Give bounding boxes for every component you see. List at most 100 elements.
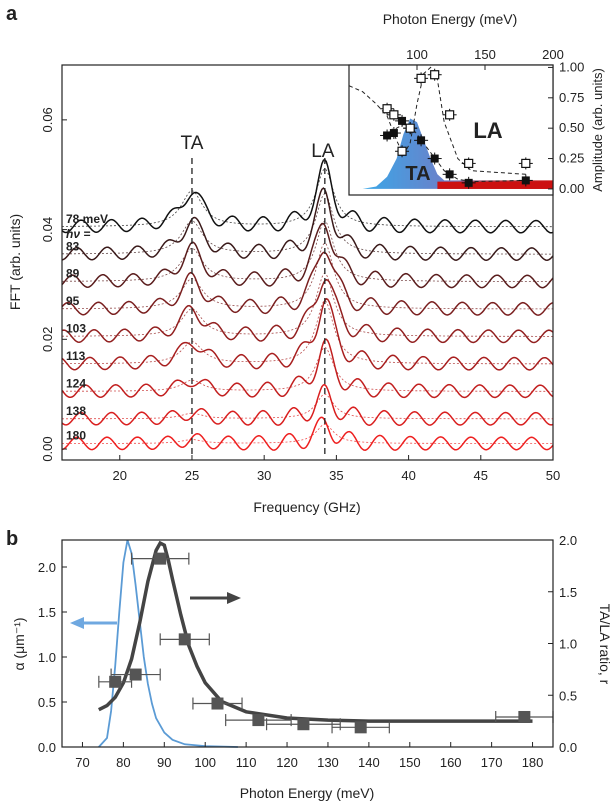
inset-la-point: [416, 73, 426, 83]
fft-curve: [61, 187, 554, 261]
y-tick-label: 0.04: [40, 217, 55, 242]
energy-label: 89: [66, 267, 80, 281]
fft-curve: [61, 222, 554, 289]
la-peak-label: LA: [311, 141, 335, 162]
energy-label: 180: [66, 429, 86, 443]
fft-curve: [61, 158, 554, 234]
x-tick-label: 120: [276, 755, 298, 770]
x-tick-label: 160: [440, 755, 462, 770]
peak-markers: [191, 158, 326, 458]
energy-label: 138: [66, 404, 86, 418]
inset-plot: [348, 66, 553, 189]
y-right-tick-label: 0.5: [559, 688, 577, 703]
ratio-point: [211, 697, 224, 710]
fit-curve: [62, 393, 553, 420]
x-tick-label: 20: [113, 468, 127, 483]
fft-curve: [61, 278, 554, 344]
inset-la-point: [521, 158, 531, 169]
inset-y-tick-label: 0.00: [559, 181, 584, 196]
fft-curve: [61, 383, 554, 426]
inset-ta-trend: [382, 123, 526, 183]
x-tick-label: 30: [257, 468, 271, 483]
panel-b-ylabel-right: TA/LA ratio, r: [597, 604, 611, 685]
y-right-tick-label: 1.0: [559, 637, 577, 652]
y-tick-label: 0.02: [40, 327, 55, 352]
ratio-point: [518, 710, 531, 723]
panel-b: 70 80 90 100 110 120 130 140 150 160 170 180 0.0 0.5 1…: [11, 533, 611, 801]
fit-curve: [62, 220, 553, 282]
fft-series-group: [61, 158, 554, 451]
inset-x-tick-label: 100: [406, 47, 428, 62]
panel-b-axes: 70 80 90 100 110 120 130 140 150 160 170 180 0.0 0.5 1…: [38, 533, 577, 770]
ratio-point: [109, 675, 122, 688]
inset-axes: 100 150 200 0.00 0.25 0.50 0.75 1.00: [406, 47, 584, 196]
x-tick-label: 100: [194, 755, 216, 770]
inset-y-tick-label: 0.50: [559, 120, 584, 135]
inset-ta-point: [521, 176, 530, 185]
panel-a-ylabel: FFT (arb. units): [7, 214, 23, 310]
inset-xlabel: Photon Energy (meV): [383, 11, 518, 27]
x-tick-label: 170: [481, 755, 503, 770]
energy-label: 95: [66, 294, 80, 308]
inset-y-tick-label: 1.00: [559, 59, 584, 74]
inset-ta-point: [430, 154, 439, 163]
x-tick-label: 25: [185, 468, 199, 483]
y-right-tick-label: 1.5: [559, 585, 577, 600]
x-tick-label: 40: [401, 468, 415, 483]
fit-curve: [62, 168, 553, 228]
inset-ta-point: [445, 170, 454, 179]
y-tick-label: 0.06: [40, 107, 55, 132]
inset-la-label: LA: [473, 118, 502, 143]
fit-curve: [62, 300, 553, 365]
x-tick-label: 140: [358, 755, 380, 770]
panel-label-b: b: [6, 528, 18, 550]
fit-curve: [62, 423, 553, 444]
energy-label: 124: [66, 376, 86, 390]
fit-curve: [62, 272, 553, 337]
inset-x-tick-label: 150: [474, 47, 496, 62]
panel-b-xlabel: Photon Energy (meV): [240, 785, 375, 801]
x-tick-label: 130: [317, 755, 339, 770]
ratio-point: [354, 721, 367, 734]
inset-band: [437, 181, 553, 189]
x-tick-label: 150: [399, 755, 421, 770]
ratio-point: [178, 633, 191, 646]
x-tick-label: 90: [157, 755, 171, 770]
ratio-fit-curve: [98, 540, 533, 723]
inset: 100 150 200 0.00 0.25 0.50 0.75 1.00 Photon Ene…: [348, 11, 605, 196]
right-axis-arrow: [190, 592, 241, 604]
inset-la-point: [430, 70, 440, 80]
ta-peak-label: TA: [181, 133, 204, 154]
x-tick-label: 70: [75, 755, 89, 770]
ratio-point: [252, 714, 265, 727]
ratio-point: [129, 668, 142, 681]
y-left-tick-label: 0.0: [38, 740, 56, 755]
absorption-curve: [98, 539, 238, 748]
x-tick-label: 45: [474, 468, 488, 483]
inset-ylabel: Amplitude (arb. units): [590, 68, 605, 192]
x-tick-label: 35: [329, 468, 343, 483]
energy-label: 103: [66, 322, 86, 336]
fft-curve: [61, 297, 554, 371]
inset-la-point: [397, 146, 407, 156]
panel-a: 20 25 30 35 40 45 50 0.00 0.02 0.04 0.06 Frequency…: [7, 11, 605, 515]
inset-la-point: [464, 158, 474, 169]
inset-ta-point: [464, 178, 473, 187]
inset-ta-label: TA: [405, 163, 430, 185]
ratio-point: [154, 552, 167, 565]
panel-a-axes: 20 25 30 35 40 45 50 0.00 0.02 0.04 0.06: [40, 107, 560, 483]
y-left-tick-label: 0.5: [38, 695, 56, 710]
x-tick-label: 110: [236, 755, 257, 770]
inset-ta-point: [398, 116, 407, 125]
y-tick-label: 0.00: [40, 436, 55, 461]
fit-curve: [62, 346, 553, 392]
inset-la-point: [445, 110, 455, 120]
y-left-tick-label: 1.5: [38, 605, 56, 620]
panel-a-frame: [61, 64, 554, 461]
y-left-tick-label: 1.0: [38, 650, 56, 665]
x-tick-label: 50: [546, 468, 560, 483]
inset-absorption-fill: [362, 118, 553, 189]
panel-b-plot: [98, 539, 554, 748]
fft-curve: [61, 251, 554, 316]
